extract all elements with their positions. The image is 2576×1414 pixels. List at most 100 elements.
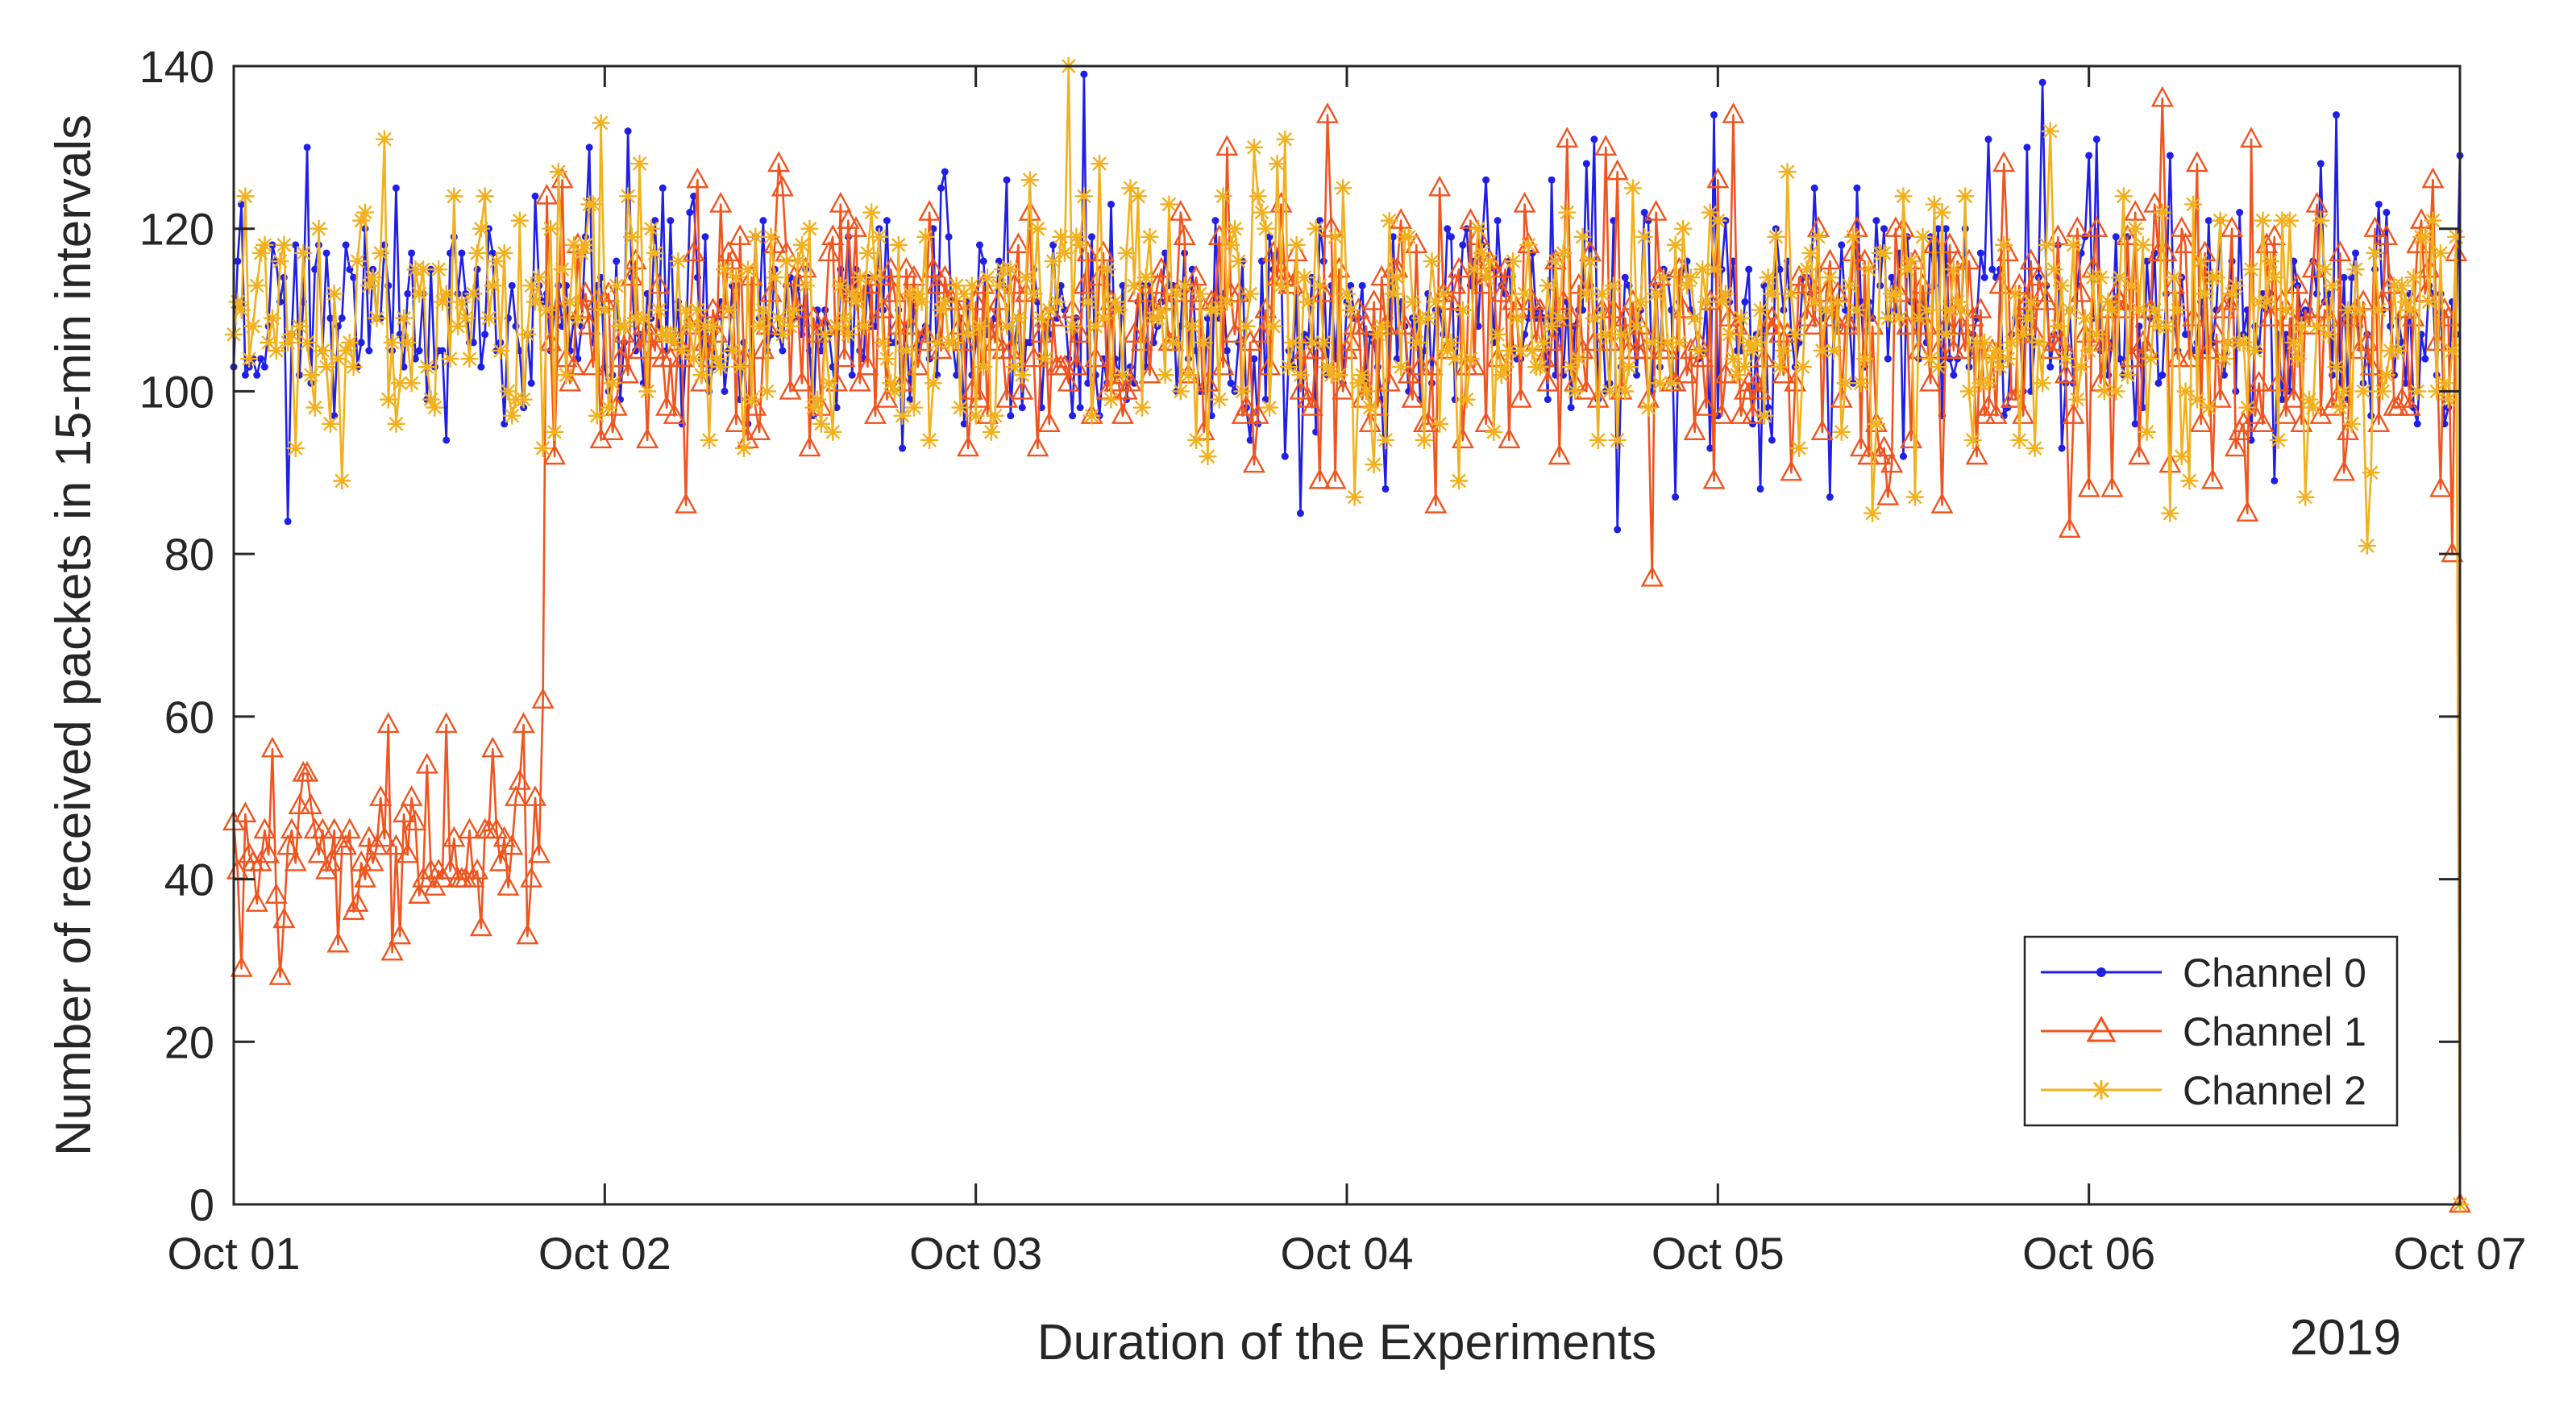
data-point xyxy=(1697,293,1715,311)
data-point xyxy=(781,317,800,335)
data-point xyxy=(458,817,481,839)
data-point xyxy=(798,435,821,457)
data-point xyxy=(391,374,409,393)
data-point xyxy=(986,406,1004,425)
data-point xyxy=(284,850,307,871)
data-point xyxy=(2221,216,2244,237)
data-point xyxy=(1633,338,1656,360)
data-point xyxy=(1405,232,1428,254)
data-point xyxy=(1338,285,1356,303)
data-point xyxy=(1950,371,1958,379)
data-point xyxy=(280,273,288,281)
data-point xyxy=(1888,273,1896,281)
data-point xyxy=(488,850,512,871)
data-point xyxy=(862,203,881,222)
legend-label-channel-1: Channel 1 xyxy=(2183,1009,2366,1054)
data-point xyxy=(384,834,408,855)
data-point xyxy=(392,184,400,192)
data-point xyxy=(263,309,281,327)
data-point xyxy=(908,285,927,303)
data-point xyxy=(1246,436,1254,444)
data-point xyxy=(1434,285,1452,303)
data-point xyxy=(1741,297,1749,306)
data-point xyxy=(924,374,942,393)
data-point xyxy=(1867,414,1885,433)
data-point xyxy=(1268,155,1286,173)
data-point xyxy=(1319,358,1337,376)
data-point xyxy=(1930,493,1954,514)
data-point xyxy=(578,314,601,335)
data-point xyxy=(1892,216,1915,237)
data-point xyxy=(2352,249,2360,257)
data-point xyxy=(1840,277,1859,295)
data-point xyxy=(789,252,808,271)
data-point xyxy=(1214,187,1232,206)
data-point xyxy=(241,371,249,379)
data-point xyxy=(738,260,757,279)
data-point xyxy=(267,342,285,360)
data-point xyxy=(2180,472,2199,490)
data-point xyxy=(891,339,899,347)
data-point xyxy=(2374,224,2398,245)
data-point xyxy=(2189,411,2212,432)
data-point xyxy=(408,883,431,904)
data-point xyxy=(2034,374,2052,393)
data-point xyxy=(1782,285,1801,303)
data-point xyxy=(1036,350,1054,368)
data-point xyxy=(1685,309,1704,327)
data-point xyxy=(1511,342,1530,360)
data-point xyxy=(2363,216,2387,237)
data-point xyxy=(978,268,997,287)
data-point xyxy=(1067,227,1086,246)
data-point xyxy=(1693,260,1712,279)
data-point xyxy=(1790,439,1809,458)
data-point xyxy=(979,257,987,265)
data-point xyxy=(2316,260,2334,279)
data-point xyxy=(1675,362,1698,384)
data-point xyxy=(1677,277,1696,295)
data-point xyxy=(990,277,1008,295)
data-point xyxy=(481,736,505,758)
data-point xyxy=(1003,176,1011,184)
data-point xyxy=(2068,390,2087,409)
data-point xyxy=(1469,219,1488,238)
data-point xyxy=(1009,309,1028,327)
data-point xyxy=(1614,526,1622,534)
data-point xyxy=(527,379,535,387)
data-point xyxy=(953,330,976,351)
data-point xyxy=(408,249,416,257)
data-point xyxy=(2366,243,2384,262)
data-point xyxy=(2312,211,2330,230)
data-point xyxy=(518,325,537,343)
data-point xyxy=(1403,293,1422,311)
data-point xyxy=(957,435,980,457)
data-point xyxy=(2002,333,2021,351)
data-point xyxy=(1261,398,1279,417)
data-point xyxy=(2023,143,2031,152)
data-point xyxy=(1017,268,1035,287)
data-point xyxy=(260,736,284,758)
data-point xyxy=(1244,138,1263,156)
data-point xyxy=(2182,306,2205,326)
data-point xyxy=(357,339,365,347)
data-point xyxy=(512,712,535,734)
data-point xyxy=(1459,241,1467,249)
data-point xyxy=(1308,468,1332,489)
data-point xyxy=(936,293,954,311)
data-point xyxy=(1409,354,1432,376)
data-point xyxy=(1407,333,1426,351)
data-point xyxy=(2247,370,2271,392)
data-point xyxy=(863,403,887,424)
data-point xyxy=(1651,374,1669,393)
data-point xyxy=(2165,268,2183,287)
data-point xyxy=(1674,219,1693,238)
data-point xyxy=(1937,325,1955,343)
data-point xyxy=(1872,217,1880,225)
data-point xyxy=(480,309,498,327)
data-point xyxy=(1136,268,1155,287)
data-point xyxy=(449,317,467,335)
data-point xyxy=(802,306,825,326)
data-point xyxy=(1069,412,1077,420)
data-point xyxy=(361,850,384,871)
data-point xyxy=(1582,160,1590,168)
